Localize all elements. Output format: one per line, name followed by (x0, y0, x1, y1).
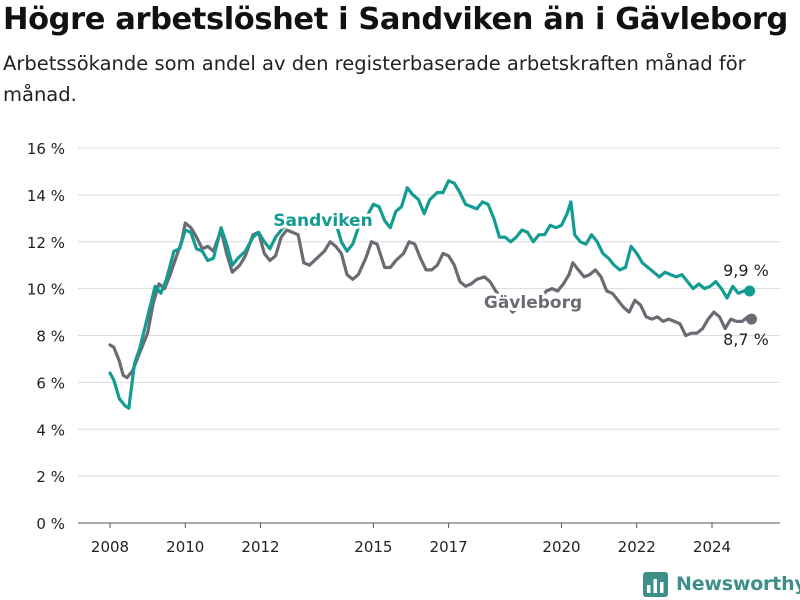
y-tick-label: 10 % (27, 281, 65, 299)
y-tick-label: 14 % (27, 187, 65, 205)
y-tick-label: 0 % (36, 515, 65, 533)
series-label-sandviken: Sandviken (273, 211, 372, 231)
series-end-point-gavleborg (746, 313, 758, 325)
x-tick-label: 2024 (693, 538, 731, 556)
x-tick-label: 2015 (354, 538, 392, 556)
y-tick-label: 6 % (36, 374, 65, 392)
y-axis-tick-labels: 0 % 2 % 4 % 6 % 8 % 10 % 12 % 14 % 16 % (27, 140, 65, 533)
end-value-label-gavleborg: 8,7 % (723, 330, 769, 349)
series-line-gavleborg (108, 221, 754, 380)
y-tick-label: 2 % (36, 468, 65, 486)
x-tick-label: 2017 (430, 538, 468, 556)
y-tick-label: 4 % (36, 421, 65, 439)
series-layer (108, 179, 758, 410)
label-layer: SandvikenSandvikenGävleborgGävleborg9,9 … (270, 208, 769, 349)
y-tick-label: 8 % (36, 328, 65, 346)
x-tick-label: 2010 (166, 538, 204, 556)
bar-chart-logo-icon (643, 571, 668, 597)
x-tick-label: 2020 (542, 538, 580, 556)
chart-subtitle: Arbetssökande som andel av den registerb… (3, 52, 746, 106)
x-tick-label: 2012 (241, 538, 279, 556)
x-tick-label: 2022 (618, 538, 656, 556)
series-label-gavleborg-halo: Gävleborg (484, 293, 582, 313)
series-label-sandviken-halo: Sandviken (273, 211, 372, 231)
newsworthy-brand: Newsworthy (643, 568, 800, 600)
x-axis-tick-labels: 2008 2010 2012 2015 2017 2020 2022 2024 (91, 523, 731, 556)
series-label-gavleborg: Gävleborg (484, 293, 582, 313)
x-tick-label: 2008 (91, 538, 129, 556)
series-end-point-sandviken (744, 285, 756, 297)
y-tick-label: 16 % (27, 140, 65, 158)
series-line-sandviken (108, 179, 752, 410)
end-value-label-sandviken: 9,9 % (723, 261, 769, 280)
brand-name: Newsworthy (676, 573, 800, 595)
y-tick-label: 12 % (27, 234, 65, 252)
chart-title: Högre arbetslöshet i Sandviken än i Gävl… (3, 2, 788, 37)
